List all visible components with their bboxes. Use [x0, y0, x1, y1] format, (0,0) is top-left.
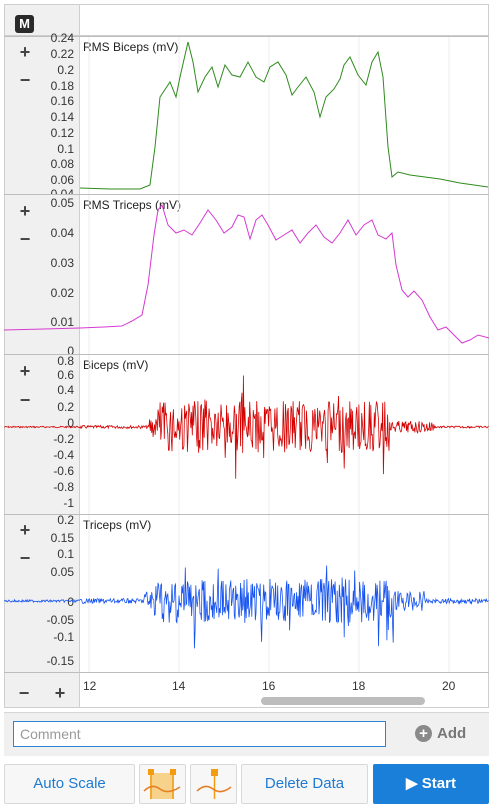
- channel-title: Biceps (mV): [83, 358, 149, 372]
- rms-triceps-line: [4, 203, 489, 344]
- y-tick-label: 0.03: [50, 256, 74, 270]
- time-axis: − + 12 14 16 18 20: [4, 672, 489, 708]
- x-tick-label: 16: [262, 679, 276, 693]
- marker-icon: [196, 769, 232, 799]
- zoom-in-button[interactable]: +: [19, 42, 31, 62]
- add-label: Add: [437, 725, 467, 742]
- time-zoom-out-button[interactable]: −: [18, 683, 30, 703]
- y-tick-label: 0.24: [50, 31, 74, 45]
- y-tick-label: 0.2: [57, 400, 74, 414]
- mode-badge[interactable]: M: [15, 15, 34, 33]
- start-label: Start: [421, 775, 456, 792]
- channel-rms-triceps: + − 0.05 0.04 0.03 0.02 0.01 0 RMS Trice…: [4, 194, 489, 358]
- channel-title: RMS Biceps (mV): [83, 40, 179, 54]
- y-tick-label: 0.22: [50, 47, 74, 61]
- y-tick-label: -0.8: [53, 480, 74, 494]
- time-zoom-in-button[interactable]: +: [54, 683, 66, 703]
- y-tick-label: 0.12: [50, 126, 74, 140]
- x-tick-label: 18: [352, 679, 366, 693]
- x-tick-label: 20: [442, 679, 456, 693]
- y-tick-label: -1: [63, 496, 74, 510]
- y-tick-label: 0.14: [50, 110, 74, 124]
- channel-separator: [4, 514, 489, 515]
- zoom-out-button[interactable]: −: [19, 548, 31, 568]
- y-tick-label: 0.4: [57, 383, 74, 397]
- x-tick-label: 12: [83, 679, 97, 693]
- zoom-in-button[interactable]: +: [19, 520, 31, 540]
- y-tick-label: 0.6: [57, 368, 74, 382]
- y-tick-label: -0.05: [46, 613, 74, 627]
- y-tick-label: 0.1: [57, 142, 74, 156]
- comment-input[interactable]: [13, 721, 386, 747]
- triceps-trace: [4, 515, 489, 672]
- channel-controls-column: [4, 4, 80, 708]
- zoom-out-button[interactable]: −: [19, 229, 31, 249]
- y-tick-label: 0.15: [50, 531, 74, 545]
- triceps-line: [4, 565, 489, 649]
- channel-separator: [4, 354, 489, 355]
- y-tick-label: -0.15: [46, 654, 74, 668]
- y-tick-label: -0.1: [53, 630, 74, 644]
- rms-biceps-line: [80, 41, 488, 190]
- y-tick-label: 0.05: [50, 196, 74, 210]
- y-tick-label: -0.6: [53, 464, 74, 478]
- y-tick-label: 0.2: [57, 63, 74, 77]
- delete-data-button[interactable]: Delete Data: [241, 764, 368, 804]
- y-tick-label: 0.1: [57, 547, 74, 561]
- biceps-line: [4, 375, 489, 479]
- y-tick-label: -0.4: [53, 448, 74, 462]
- channel-biceps: + − 0.8 0.6 0.4 0.2 0 -0.2 -0.4 -0.6 -0.…: [4, 354, 489, 514]
- y-tick-label: 0.01: [50, 315, 74, 329]
- y-tick-label: 0.06: [50, 173, 74, 187]
- y-tick-label: 0: [67, 416, 74, 430]
- channel-rms-biceps: + − 0.24 0.22 0.2 0.18 0.16 0.14 0.12 0.…: [4, 32, 489, 194]
- y-tick-label: 0.02: [50, 286, 74, 300]
- zoom-in-button[interactable]: +: [19, 361, 31, 381]
- y-tick-label: 0.04: [50, 226, 74, 240]
- auto-scale-button[interactable]: Auto Scale: [4, 764, 135, 804]
- rms-triceps-trace: [4, 195, 489, 354]
- y-tick-label: 0.04: [34, 188, 74, 194]
- zoom-out-button[interactable]: −: [19, 390, 31, 410]
- channel-separator: [4, 36, 489, 37]
- channel-title: Triceps (mV): [83, 518, 152, 532]
- channel-triceps: + − 0.2 0.15 0.1 0.05 0 -0.05 -0.1 -0.15…: [4, 514, 489, 672]
- top-bar: M: [4, 4, 489, 36]
- y-tick-label: 0: [67, 595, 74, 609]
- x-tick-label: 14: [172, 679, 186, 693]
- y-tick-label: 0.05: [50, 565, 74, 579]
- y-tick-label: 0: [67, 344, 74, 358]
- zoom-in-button[interactable]: +: [19, 201, 31, 221]
- add-comment-button[interactable]: + Add: [415, 725, 466, 742]
- time-scrollbar[interactable]: [261, 697, 425, 705]
- y-tick-label: 0.08: [50, 157, 74, 171]
- comment-bar: + Add: [4, 712, 489, 756]
- axis-divider: [79, 4, 80, 708]
- channel-title: RMS Triceps (mV): [83, 198, 182, 212]
- single-marker-button[interactable]: [190, 764, 237, 804]
- bottom-toolbar: Auto Scale Delete Data ▶ Start: [0, 760, 493, 807]
- play-icon: ▶: [406, 775, 418, 792]
- y-tick-label: 0.18: [50, 79, 74, 93]
- double-marker-icon: [143, 769, 181, 799]
- y-tick-label: 0.16: [50, 94, 74, 108]
- start-button[interactable]: ▶ Start: [373, 764, 489, 804]
- marker-pair-button[interactable]: [139, 764, 186, 804]
- plus-circle-icon: +: [415, 725, 432, 742]
- y-tick-label: 0.8: [57, 354, 74, 368]
- zoom-out-button[interactable]: −: [19, 70, 31, 90]
- plot-area: [80, 4, 489, 708]
- biceps-trace: [4, 355, 489, 514]
- channel-separator: [4, 194, 489, 195]
- y-tick-label: 0.2: [57, 513, 74, 527]
- y-tick-label: -0.2: [53, 432, 74, 446]
- rms-biceps-trace: [80, 37, 488, 194]
